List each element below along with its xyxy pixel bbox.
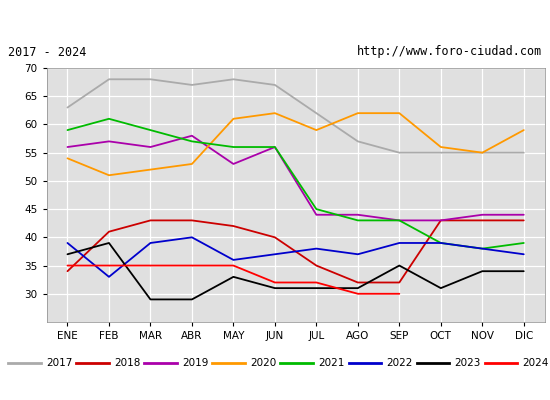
Text: 2018: 2018 [114,358,141,368]
Text: 2019: 2019 [183,358,209,368]
Text: 2024: 2024 [522,358,549,368]
Text: 2022: 2022 [387,358,413,368]
Text: Evolucion del paro registrado en Otero de Herreros: Evolucion del paro registrado en Otero d… [63,12,487,26]
Text: 2020: 2020 [250,358,277,368]
Text: http://www.foro-ciudad.com: http://www.foro-ciudad.com [356,46,542,58]
Text: 2017 - 2024: 2017 - 2024 [8,46,86,58]
Text: 2023: 2023 [455,358,481,368]
Text: 2021: 2021 [318,358,345,368]
Text: 2017: 2017 [46,358,73,368]
